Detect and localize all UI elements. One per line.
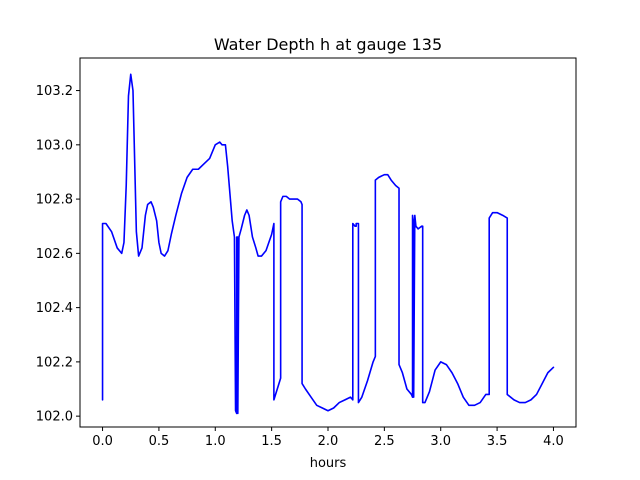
x-tick-label: 1.5 — [261, 434, 282, 449]
x-axis-label: hours — [310, 456, 347, 471]
x-axis: 0.0 0.5 1.0 1.5 2.0 2.5 3.0 3.5 4.0 — [92, 427, 564, 449]
x-tick-label: 0.5 — [149, 434, 170, 449]
y-tick-label: 102.6 — [36, 247, 73, 262]
y-tick-label: 102.0 — [36, 410, 73, 425]
x-tick-label: 3.5 — [487, 434, 508, 449]
y-tick-label: 102.4 — [36, 301, 73, 316]
x-tick-label: 4.0 — [543, 434, 564, 449]
y-tick-label: 102.8 — [36, 193, 73, 208]
y-tick-label: 103.0 — [36, 138, 73, 153]
chart-title: Water Depth h at gauge 135 — [214, 35, 442, 54]
x-tick-label: 1.0 — [205, 434, 226, 449]
x-tick-label: 0.0 — [92, 434, 113, 449]
series-line — [101, 73, 555, 415]
y-tick-label: 102.2 — [36, 355, 73, 370]
x-tick-label: 2.5 — [374, 434, 395, 449]
y-axis: 102.0 102.2 102.4 102.6 102.8 103.0 103.2 — [36, 84, 80, 425]
series-group — [101, 73, 555, 415]
y-tick-label: 103.2 — [36, 84, 73, 99]
plot-area: 0.0 0.5 1.0 1.5 2.0 2.5 3.0 3.5 4.0 102.0102.210… — [36, 57, 577, 449]
x-tick-label: 3.0 — [430, 434, 451, 449]
x-tick-label: 2.0 — [318, 434, 339, 449]
